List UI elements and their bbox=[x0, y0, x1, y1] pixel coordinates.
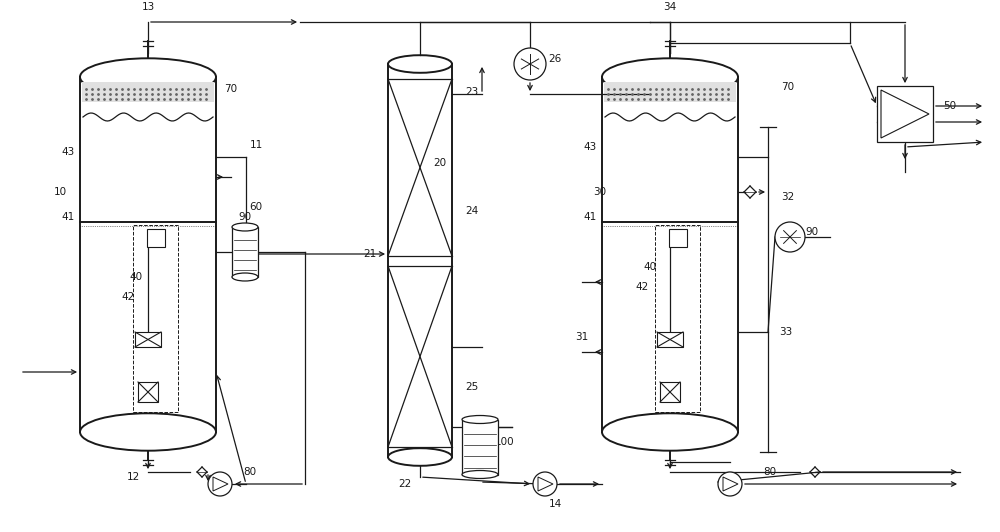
Bar bbox=[602, 77, 738, 432]
Text: 25: 25 bbox=[465, 382, 479, 392]
Ellipse shape bbox=[232, 273, 258, 281]
Text: 43: 43 bbox=[61, 147, 75, 157]
Text: 31: 31 bbox=[575, 332, 589, 342]
Text: 60: 60 bbox=[781, 232, 795, 242]
Text: 43: 43 bbox=[583, 142, 597, 152]
Polygon shape bbox=[723, 477, 738, 491]
Text: 100: 100 bbox=[495, 437, 515, 447]
Text: 10: 10 bbox=[53, 187, 67, 197]
Polygon shape bbox=[881, 90, 929, 138]
Bar bbox=[133, 225, 178, 412]
Text: 21: 21 bbox=[363, 249, 377, 259]
Text: 40: 40 bbox=[643, 262, 657, 272]
Polygon shape bbox=[538, 477, 553, 491]
Text: 32: 32 bbox=[781, 192, 795, 202]
Ellipse shape bbox=[232, 223, 258, 231]
Text: 22: 22 bbox=[398, 479, 412, 489]
Text: 11: 11 bbox=[249, 140, 263, 150]
Text: 70: 70 bbox=[224, 84, 238, 94]
Bar bbox=[462, 420, 498, 475]
Text: 60: 60 bbox=[249, 202, 263, 212]
Text: 24: 24 bbox=[465, 206, 479, 216]
Ellipse shape bbox=[388, 55, 452, 73]
Bar bbox=[138, 382, 158, 402]
Text: 20: 20 bbox=[433, 158, 447, 168]
Bar bbox=[669, 229, 687, 247]
Ellipse shape bbox=[388, 448, 452, 466]
Text: 41: 41 bbox=[583, 212, 597, 222]
Text: 42: 42 bbox=[121, 292, 135, 302]
Text: 23: 23 bbox=[465, 87, 479, 97]
Bar bbox=[660, 382, 680, 402]
Bar bbox=[80, 77, 216, 432]
Bar bbox=[232, 227, 258, 277]
Bar bbox=[604, 82, 736, 102]
Text: 90: 90 bbox=[238, 212, 252, 222]
Text: 26: 26 bbox=[548, 54, 562, 64]
Text: 13: 13 bbox=[141, 2, 155, 12]
Circle shape bbox=[514, 48, 546, 80]
Text: 33: 33 bbox=[779, 327, 793, 337]
Text: 70: 70 bbox=[781, 82, 795, 92]
Ellipse shape bbox=[80, 59, 216, 96]
Circle shape bbox=[533, 472, 557, 496]
Circle shape bbox=[718, 472, 742, 496]
Bar bbox=[657, 332, 683, 347]
Text: 14: 14 bbox=[548, 499, 562, 509]
Bar bbox=[135, 332, 161, 347]
Bar bbox=[877, 86, 933, 142]
Text: 30: 30 bbox=[593, 187, 607, 197]
Text: 12: 12 bbox=[126, 472, 140, 482]
Text: 34: 34 bbox=[663, 2, 677, 12]
Text: 50: 50 bbox=[943, 101, 957, 111]
Text: 42: 42 bbox=[635, 282, 649, 292]
Text: 80: 80 bbox=[243, 467, 257, 477]
Ellipse shape bbox=[462, 415, 498, 423]
Ellipse shape bbox=[80, 413, 216, 451]
Bar bbox=[388, 64, 452, 457]
Bar bbox=[147, 229, 165, 247]
Text: 41: 41 bbox=[61, 212, 75, 222]
Text: 90: 90 bbox=[805, 227, 819, 237]
Bar bbox=[82, 82, 214, 102]
Ellipse shape bbox=[602, 59, 738, 96]
Circle shape bbox=[208, 472, 232, 496]
Ellipse shape bbox=[602, 413, 738, 451]
Text: 40: 40 bbox=[129, 272, 143, 282]
Ellipse shape bbox=[462, 470, 498, 478]
Text: 80: 80 bbox=[763, 467, 777, 477]
Polygon shape bbox=[213, 477, 228, 491]
Circle shape bbox=[775, 222, 805, 252]
Bar bbox=[655, 225, 700, 412]
